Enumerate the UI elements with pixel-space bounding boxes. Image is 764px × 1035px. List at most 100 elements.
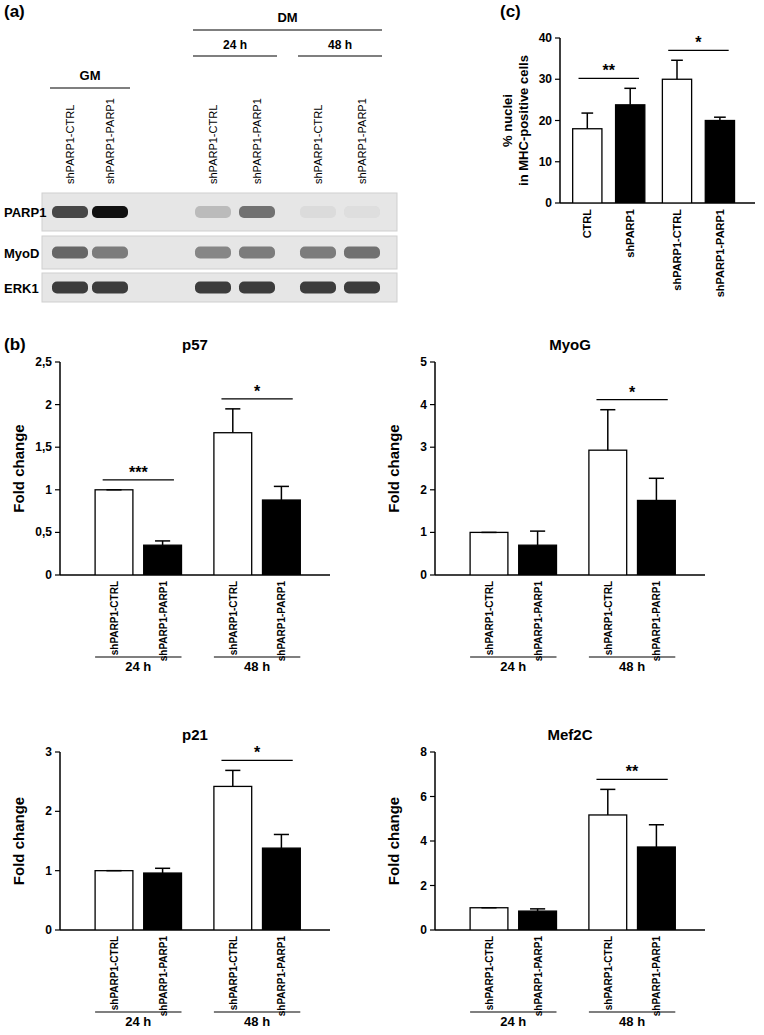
chart: MyoGFold change012345shPARP1-CTRLshPARP1…	[385, 336, 705, 674]
y-tick	[55, 489, 60, 490]
y-tick	[55, 404, 60, 405]
error-stem	[676, 60, 678, 79]
chart-title: p21	[182, 726, 208, 743]
lane-label: shPARP1-CTRL	[312, 105, 324, 184]
error-bar	[225, 770, 240, 786]
bar	[470, 532, 508, 575]
significance-label: ***	[129, 464, 148, 481]
y-tick-label: 0,5	[35, 525, 52, 539]
group-line	[95, 656, 181, 657]
x-tick-label: shPARP1-CTRL	[109, 581, 120, 655]
group-label: DM	[277, 10, 297, 25]
bar	[519, 911, 557, 930]
chart: p21Fold change0123shPARP1-CTRLshPARP1-PA…	[10, 726, 330, 1029]
x-tick-label: shPARP1-PARP1	[158, 936, 169, 1017]
error-bar	[600, 789, 615, 815]
error-bar	[530, 909, 545, 911]
group-label: 24 h	[125, 659, 151, 674]
error-cap	[649, 478, 664, 480]
band	[239, 282, 275, 294]
y-tick	[55, 811, 60, 812]
bar	[519, 545, 557, 575]
group-label: 48 h	[244, 1014, 270, 1029]
error-cap	[600, 789, 615, 791]
lane-label: shPARP1-PARP1	[356, 98, 368, 184]
band	[92, 247, 128, 259]
error-cap	[649, 824, 664, 826]
error-cap	[714, 116, 726, 118]
chart-title: p57	[182, 336, 208, 353]
band	[92, 282, 128, 294]
y-tick-label: 2	[420, 483, 427, 497]
marks	[470, 410, 675, 575]
bar	[638, 847, 676, 930]
y-tick-label: 0	[420, 568, 427, 582]
error-cap	[106, 489, 121, 491]
group-line	[470, 1011, 556, 1012]
y-tick	[555, 37, 560, 38]
error-cap	[155, 540, 170, 542]
group-line	[298, 55, 382, 56]
error-cap	[106, 870, 121, 872]
bar	[263, 848, 301, 930]
marks	[95, 409, 300, 575]
bar	[470, 908, 508, 930]
row-label: PARP1	[4, 205, 46, 220]
error-stem	[232, 770, 234, 786]
chart-title: Mef2C	[547, 726, 592, 743]
y-axis	[59, 752, 61, 930]
y-tick-label: 1	[420, 525, 427, 539]
error-stem	[656, 825, 658, 847]
group-label: 48 h	[619, 659, 645, 674]
band	[195, 247, 231, 259]
figure-svg: (a)(b)(c)shPARP1-CTRLshPARP1-PARP1shPARP…	[0, 0, 764, 1035]
y-tick-label: 3	[45, 745, 52, 759]
significance-label: *	[254, 744, 261, 761]
chart: Mef2CFold change02468shPARP1-CTRLshPARP1…	[385, 726, 705, 1029]
group-label: 24 h	[500, 1014, 526, 1029]
y-tick-label: 8	[420, 745, 427, 759]
y-axis-label: Fold change	[10, 424, 27, 512]
y-tick-label: 2	[420, 879, 427, 893]
row-label: ERK1	[4, 281, 39, 296]
bar	[95, 490, 133, 575]
bar	[95, 871, 133, 930]
error-cap	[274, 486, 289, 488]
error-bar	[155, 868, 170, 873]
group-line	[589, 1011, 675, 1012]
band	[195, 206, 231, 218]
figure: (a)(b)(c)shPARP1-CTRLshPARP1-PARP1shPARP…	[0, 0, 764, 1035]
y-tick	[430, 840, 435, 841]
error-bar	[225, 409, 240, 433]
group-label: 24 h	[223, 38, 247, 52]
y-tick-label: 2,5	[35, 355, 52, 369]
y-tick-label: 2	[45, 398, 52, 412]
group-line	[214, 1011, 300, 1012]
y-tick-label: 20	[539, 114, 553, 128]
y-tick-label: 1,5	[35, 440, 52, 454]
marks	[470, 789, 675, 930]
x-tick-label: shPARP1	[624, 209, 636, 258]
chart: p57Fold change00,511,522,5shPARP1-CTRLsh…	[10, 336, 330, 674]
error-bar	[581, 113, 593, 129]
error-stem	[281, 486, 283, 500]
error-bar	[155, 541, 170, 545]
y-tick-label: 0	[45, 568, 52, 582]
y-tick	[430, 574, 435, 575]
y-tick	[430, 361, 435, 362]
chart-title: MyoG	[549, 336, 591, 353]
y-tick-label: 1	[45, 864, 52, 878]
y-tick-label: 4	[420, 834, 427, 848]
error-bar	[106, 489, 121, 490]
bar	[638, 500, 676, 575]
band	[344, 206, 380, 218]
bar	[144, 545, 182, 575]
y-tick	[430, 489, 435, 490]
y-tick	[555, 161, 560, 162]
marks	[95, 770, 300, 930]
band	[300, 247, 336, 259]
y-tick	[555, 120, 560, 121]
error-bar	[530, 531, 545, 545]
x-tick-label: shPARP1-CTRL	[484, 581, 495, 655]
error-bar	[649, 478, 664, 500]
